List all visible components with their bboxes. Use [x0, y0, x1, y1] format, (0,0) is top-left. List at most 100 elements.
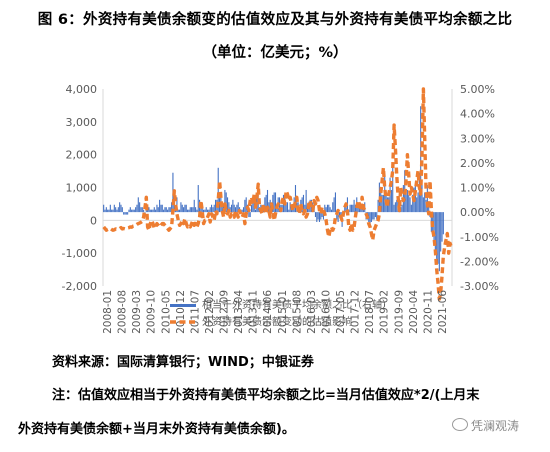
bar — [324, 204, 326, 213]
bar — [197, 185, 199, 213]
x-axis-tick-label: 2017-12 — [350, 290, 362, 334]
source-note: 资料来源：国际清算银行；WIND；中银证券 — [52, 355, 314, 370]
bar — [123, 212, 125, 215]
bar — [318, 212, 321, 222]
bar — [205, 207, 207, 213]
bar — [401, 204, 403, 213]
legend-bar-label: 相当于外资持有美债平均余额之比（右轴） — [202, 298, 392, 311]
bar — [438, 212, 440, 272]
bar — [208, 209, 210, 213]
bar — [180, 202, 182, 213]
valuation-effect-line — [102, 87, 453, 301]
x-axis-tick-label: 2009-10 — [146, 290, 158, 334]
bar — [349, 204, 351, 213]
bar — [250, 204, 253, 213]
bar — [226, 197, 229, 213]
bar — [153, 207, 155, 213]
x-axis-tick-label: 2019-09 — [393, 290, 405, 334]
bar — [113, 204, 115, 213]
bar — [184, 204, 186, 213]
left-axis-tick-label: 3,000 — [66, 116, 98, 129]
bar — [345, 207, 347, 213]
bar — [140, 207, 142, 213]
bar — [266, 189, 269, 213]
bar — [169, 207, 171, 213]
bar — [183, 207, 185, 213]
bar — [244, 199, 246, 213]
right-axis-tick-label: 5.00% — [460, 83, 495, 96]
left-axis-tick-label: -2,000 — [62, 280, 97, 293]
bar — [181, 204, 183, 213]
right-axis-tick-label: 0.00% — [460, 206, 495, 219]
bar — [144, 212, 146, 213]
bar — [328, 204, 330, 213]
bar — [289, 202, 291, 213]
bar — [406, 189, 408, 213]
bar — [148, 207, 150, 213]
bar — [338, 212, 340, 218]
bar — [304, 204, 306, 213]
x-axis-tick-label: 2008-01 — [102, 290, 114, 334]
x-axis-tick-label: 2021-06 — [437, 290, 449, 334]
bar — [392, 165, 394, 213]
bar — [117, 207, 119, 213]
bar — [203, 209, 205, 213]
bar — [424, 192, 426, 213]
bar — [233, 204, 235, 213]
bar — [108, 209, 110, 213]
bar — [390, 189, 392, 213]
right-axis-tick-label: -2.00% — [460, 255, 499, 268]
bar — [131, 209, 133, 213]
bar — [376, 212, 378, 220]
bar — [322, 212, 325, 220]
bar — [155, 209, 157, 213]
bar — [369, 212, 371, 225]
bar — [434, 212, 436, 252]
bar — [225, 192, 227, 213]
bar — [207, 209, 209, 213]
bar — [414, 185, 416, 213]
bar — [161, 204, 163, 213]
bar — [116, 209, 118, 213]
bar — [141, 207, 143, 213]
bar — [241, 209, 243, 213]
bar — [217, 167, 219, 213]
bar — [408, 194, 410, 213]
bar — [273, 192, 275, 213]
x-axis-tick-label: 2014-06 — [262, 290, 274, 334]
bar — [164, 207, 166, 213]
bar — [209, 207, 211, 213]
x-axis-tick-label: 2010-05 — [160, 290, 172, 334]
chart: -2,000 -1,000 0 1,000 2,000 3,000 4,000 -3.00% -… — [62, 83, 499, 334]
bar — [135, 207, 137, 213]
watermark: 凭澜观涛 — [452, 417, 519, 434]
bar — [320, 212, 322, 220]
bar — [121, 207, 123, 213]
bar — [230, 204, 233, 213]
bar — [149, 209, 151, 213]
bar — [420, 106, 422, 213]
right-axis-tick-label: 3.00% — [460, 132, 495, 145]
bar — [396, 199, 398, 213]
bar — [196, 209, 198, 213]
x-axis-tick-label: 2017-05 — [335, 290, 347, 334]
bar — [234, 207, 237, 213]
x-axis-tick-label: 2013-11 — [248, 290, 260, 334]
bar — [352, 204, 354, 213]
bar — [377, 199, 379, 213]
bar — [440, 212, 442, 252]
bar — [245, 197, 247, 213]
bar — [119, 202, 121, 213]
bar — [269, 199, 271, 213]
bar — [321, 212, 323, 218]
bar — [109, 204, 111, 213]
bar — [381, 194, 383, 213]
right-axis-tick-label: 4.00% — [460, 108, 495, 121]
bar — [288, 209, 290, 213]
bar — [354, 204, 356, 213]
bar — [120, 204, 122, 213]
bar — [112, 209, 114, 213]
bar — [412, 194, 414, 213]
x-axis-tick-label: 2012-02 — [204, 290, 216, 334]
bar — [201, 207, 203, 213]
